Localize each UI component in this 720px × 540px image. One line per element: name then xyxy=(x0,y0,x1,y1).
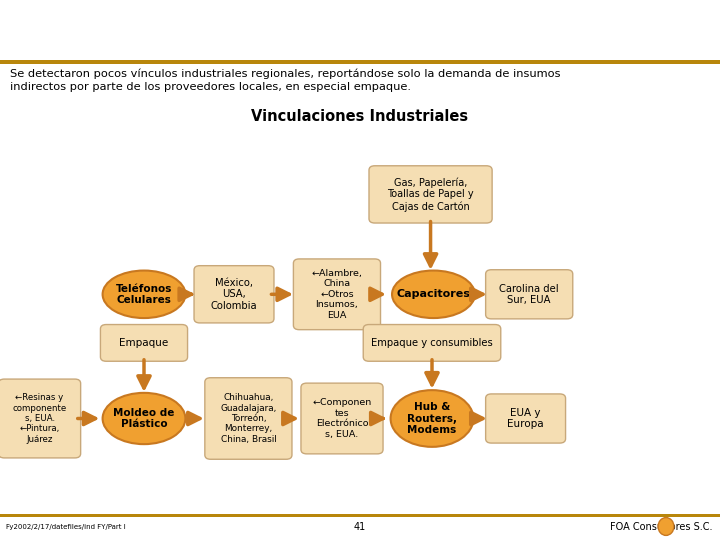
Ellipse shape xyxy=(392,271,475,318)
Text: ←Resinas y
componente
s, EUA.
←Pintura,
Juárez: ←Resinas y componente s, EUA. ←Pintura, … xyxy=(12,393,67,444)
FancyBboxPatch shape xyxy=(301,383,383,454)
Text: Capacitores: Capacitores xyxy=(397,289,470,299)
FancyBboxPatch shape xyxy=(485,394,566,443)
FancyBboxPatch shape xyxy=(0,379,81,458)
Text: Empaque: Empaque xyxy=(120,338,168,348)
Text: Teléfonos
Celulares: Teléfonos Celulares xyxy=(116,284,172,305)
FancyBboxPatch shape xyxy=(194,266,274,323)
Ellipse shape xyxy=(391,390,474,447)
Text: Chihuahua,
Guadalajara,
Torreón,
Monterrey,
China, Brasil: Chihuahua, Guadalajara, Torreón, Monterr… xyxy=(220,393,276,444)
Text: Gas, Papelería,
Toallas de Papel y
Cajas de Cartón: Gas, Papelería, Toallas de Papel y Cajas… xyxy=(387,177,474,212)
Text: Carolina del
Sur, EUA: Carolina del Sur, EUA xyxy=(500,284,559,305)
FancyBboxPatch shape xyxy=(363,325,501,361)
FancyBboxPatch shape xyxy=(101,325,187,361)
Text: Moldeo de
Plástico: Moldeo de Plástico xyxy=(113,408,175,429)
Text: EUA y
Europa: EUA y Europa xyxy=(508,408,544,429)
Text: Hub &
Routers,
Modems: Hub & Routers, Modems xyxy=(407,402,457,435)
Bar xyxy=(0,60,720,64)
Text: Se detectaron pocos vínculos industriales regionales, reportándose solo la deman: Se detectaron pocos vínculos industriale… xyxy=(10,69,561,92)
Bar xyxy=(0,514,720,517)
FancyBboxPatch shape xyxy=(485,269,573,319)
Text: Fy2002/2/17/datefiles/ind FY/Part I: Fy2002/2/17/datefiles/ind FY/Part I xyxy=(6,523,125,530)
Text: ←Alambre,
China
←Otros
Insumos,
EUA: ←Alambre, China ←Otros Insumos, EUA xyxy=(312,269,362,320)
Ellipse shape xyxy=(658,517,674,536)
Ellipse shape xyxy=(102,393,186,444)
FancyBboxPatch shape xyxy=(294,259,380,329)
Text: ←Componen
tes
Electrónico
s, EUA.: ←Componen tes Electrónico s, EUA. xyxy=(312,399,372,438)
Ellipse shape xyxy=(102,271,186,318)
Text: Empaque y consumibles: Empaque y consumibles xyxy=(371,338,493,348)
Text: 41: 41 xyxy=(354,522,366,531)
FancyBboxPatch shape xyxy=(204,378,292,459)
FancyBboxPatch shape xyxy=(369,166,492,223)
Text: FOA Consultores S.C.: FOA Consultores S.C. xyxy=(611,522,713,531)
Text: Vinculaciones Industriales: Vinculaciones Industriales xyxy=(251,109,469,124)
Text: México,
USA,
Colombia: México, USA, Colombia xyxy=(211,278,257,311)
